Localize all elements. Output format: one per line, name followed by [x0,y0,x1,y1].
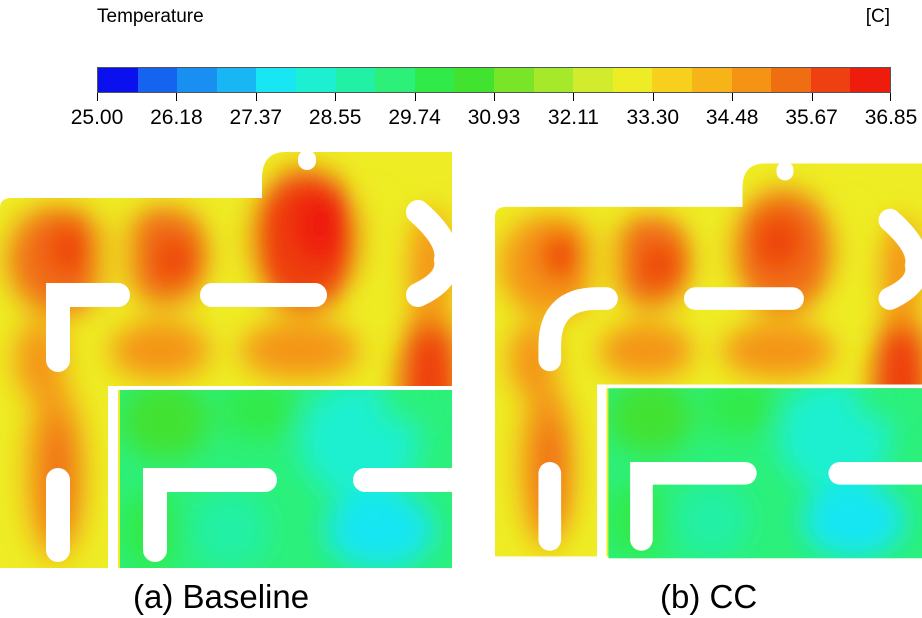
colorbar-tick-label: 32.11 [547,106,599,129]
colorbar-tick-label: 33.30 [626,106,680,129]
colorbar-segment [810,68,851,92]
colorbar-tick [890,93,891,101]
channel-elbow [538,287,618,372]
colorbar-segment [493,68,534,92]
colorbar-tick-label: 34.48 [705,106,759,129]
colorbar-tick [732,93,734,101]
colorbar-segment [612,68,653,92]
colorbar-segment [295,68,336,92]
colorbar-tick-label: 29.74 [388,106,441,129]
colorbar-tick [652,93,654,101]
colorbar-tick-label: 25.00 [70,106,124,129]
colorbar-tick [97,93,98,101]
colorbar-tick [176,93,178,101]
colorbar-segment [375,68,415,92]
temperature-colorbar [97,67,891,93]
legend-unit: [C] [865,6,890,27]
cc-temperature-field [495,161,922,559]
colorbar-tick [414,93,416,101]
cool-region [120,390,452,568]
legend-title: Temperature [97,6,204,27]
colorbar-tick [573,93,575,101]
colorbar-segment [652,68,692,92]
colorbar-tick-label: 26.18 [150,106,203,129]
colorbar-segment [216,68,257,92]
colorbar-tick [811,93,813,101]
colorbar-segment [98,68,138,92]
colorbar-segment [335,68,376,92]
colorbar-segment [731,68,772,92]
caption-baseline: (a) Baseline [133,578,310,615]
colorbar-segment [691,68,732,92]
baseline-temperature-field [0,150,452,568]
colorbar-tick-label: 35.67 [785,106,838,129]
colorbar-segment [850,68,890,92]
channel-elbow [46,283,130,372]
colorbar-tick [335,93,337,101]
colorbar-segment [177,68,217,92]
colorbar-segment [137,68,178,92]
colorbar-tick [494,93,495,101]
colorbar-tick-label: 36.85 [864,106,918,129]
colorbar-tick-labels: 25.00 26.18 27.37 28.55 29.74 30.93 32.11 33.30… [0,106,922,136]
colorbar-tick-label: 27.37 [229,106,283,129]
colorbar-tick [255,93,257,101]
colorbar-ticks [97,93,891,101]
colorbar-tick-label: 30.93 [467,106,521,129]
colorbar-segment [414,68,455,92]
caption-cc: (b) CC [660,578,758,615]
colorbar-segment [771,68,811,92]
colorbar-segment [533,68,574,92]
colorbar-tick-label: 28.55 [308,106,362,129]
colorbar-segment [454,68,494,92]
colorbar-segment [573,68,613,92]
colorbar-segment [256,68,296,92]
